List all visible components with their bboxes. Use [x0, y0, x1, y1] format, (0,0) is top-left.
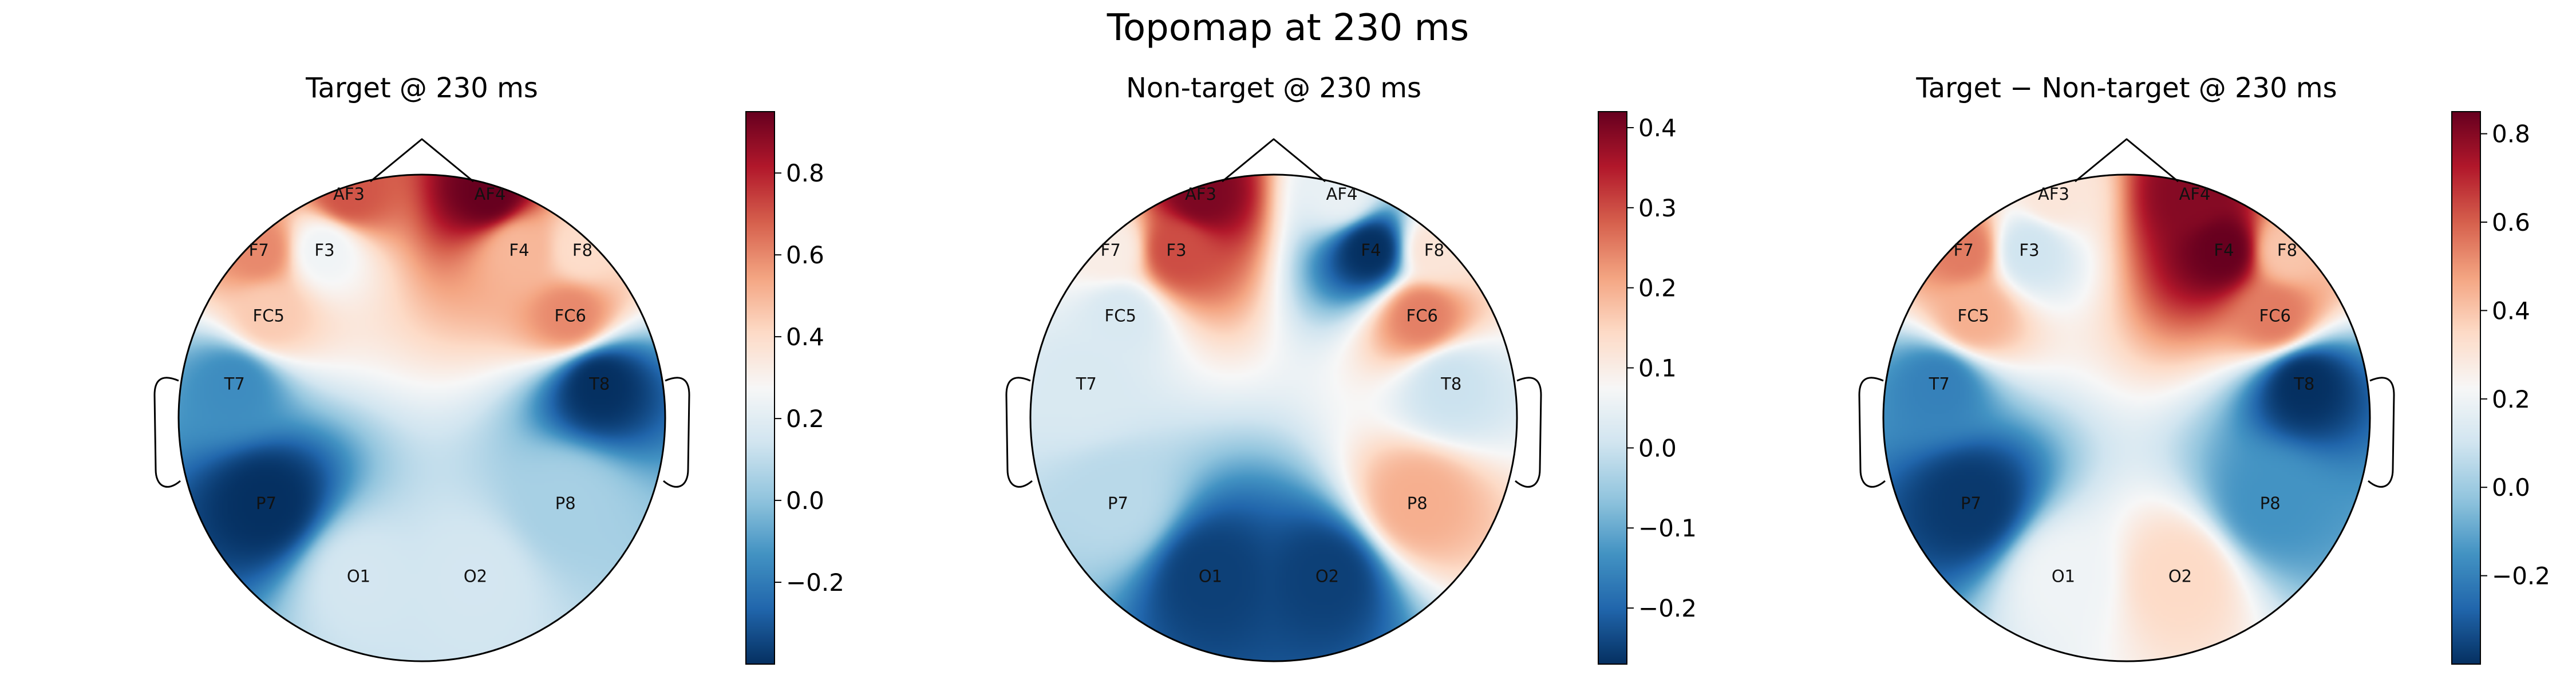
- colorbar-frame: [1598, 111, 1627, 665]
- electrode-label-fc5: FC5: [253, 306, 285, 326]
- head-outline: [1882, 173, 2371, 662]
- topomap-panel-1: Target @ 230 ms AF3 AF4 F7 F3 F4 F8 FC5 FC6 T7 T8 P…: [153, 72, 844, 665]
- colorbar-tick-label: 0.8: [2492, 120, 2530, 148]
- colorbar-tick-label: 0.0: [786, 487, 824, 515]
- electrode-label-f4: F4: [509, 240, 529, 260]
- colorbar-tick-label: −0.2: [1638, 594, 1697, 622]
- colorbar-tick-label: 0.0: [1638, 434, 1677, 462]
- electrode-label-af4: AF4: [1326, 184, 1358, 204]
- topomap-panels: Target @ 230 ms AF3 AF4 F7 F3 F4 F8 FC5 FC6 T7 T8 P…: [153, 72, 2550, 665]
- electrode-label-f7: F7: [1954, 240, 1974, 260]
- electrode-label-t8: T8: [588, 374, 610, 394]
- nose-outline: [370, 138, 474, 183]
- electrode-label-p8: P8: [555, 493, 576, 513]
- electrode-label-p8: P8: [1407, 493, 1428, 513]
- topomap-field: [1030, 175, 1517, 661]
- electrode-label-o2: O2: [1315, 566, 1339, 586]
- electrode-label-t7: T7: [1929, 374, 1950, 394]
- panel-title: Target @ 230 ms: [305, 72, 538, 104]
- electrode-label-t8: T8: [2293, 374, 2314, 394]
- electrode-label-o1: O1: [347, 566, 370, 586]
- nose-outline: [2075, 138, 2179, 183]
- colorbar-tick-label: −0.2: [786, 568, 844, 597]
- left-ear: [153, 377, 181, 488]
- colorbar-tick-label: 0.6: [786, 241, 824, 269]
- electrode-label-p7: P7: [1108, 493, 1128, 513]
- electrode-label-af4: AF4: [2179, 184, 2211, 204]
- electrode-label-p7: P7: [1961, 493, 1981, 513]
- colorbar-tick-label: 0.4: [1638, 114, 1677, 142]
- electrode-label-f8: F8: [572, 240, 592, 260]
- electrode-label-f4: F4: [2214, 240, 2234, 260]
- colorbar-frame: [2451, 111, 2481, 665]
- electrode-label-f3: F3: [1166, 240, 1186, 260]
- electrode-label-o1: O1: [2052, 566, 2075, 586]
- colorbar-tick-label: 0.2: [786, 405, 824, 433]
- colorbar-tick-label: 0.3: [1638, 194, 1677, 222]
- head-outline: [177, 173, 666, 662]
- electrode-label-f7: F7: [249, 240, 269, 260]
- electrode-label-o1: O1: [1199, 566, 1222, 586]
- topomap-field: [179, 175, 665, 661]
- colorbar-tick-label: 0.4: [2492, 297, 2530, 325]
- electrode-label-f8: F8: [2277, 240, 2297, 260]
- electrode-label-p8: P8: [2260, 493, 2281, 513]
- electrode-label-o2: O2: [2168, 566, 2192, 586]
- electrode-label-fc6: FC6: [1406, 306, 1438, 326]
- electrode-label-f4: F4: [1361, 240, 1381, 260]
- colorbar-tick-label: 0.2: [2492, 385, 2530, 413]
- electrode-label-af4: AF4: [475, 184, 506, 204]
- colorbar-tick-label: −0.2: [2492, 562, 2550, 590]
- colorbar-tick-label: 0.2: [1638, 274, 1677, 302]
- electrode-label-t7: T7: [1076, 374, 1097, 394]
- electrode-label-f3: F3: [314, 240, 334, 260]
- electrode-label-t7: T7: [224, 374, 245, 394]
- figure-suptitle: Topomap at 230 ms: [1107, 7, 1469, 49]
- electrode-label-t8: T8: [1440, 374, 1461, 394]
- electrode-label-p7: P7: [256, 493, 276, 513]
- right-ear: [1515, 377, 1542, 488]
- colorbar-tick-label: 0.4: [786, 323, 824, 351]
- left-ear: [1005, 377, 1033, 488]
- panel-title: Non-target @ 230 ms: [1126, 72, 1421, 104]
- electrode-label-f8: F8: [1424, 240, 1444, 260]
- electrode-label-fc6: FC6: [2259, 306, 2291, 326]
- topomap-field: [1883, 175, 2370, 661]
- nose-outline: [1222, 138, 1326, 183]
- topomap-panel-2: Non-target @ 230 ms AF3 AF4 F7 F3 F4 F8 FC5 FC6 T…: [1005, 72, 1697, 665]
- colorbar: [1598, 112, 1627, 664]
- electrode-label-af3: AF3: [2038, 184, 2069, 204]
- right-ear: [2368, 377, 2395, 488]
- colorbar: [746, 112, 775, 664]
- right-ear: [663, 377, 690, 488]
- colorbar-tick-label: 0.0: [2492, 473, 2530, 502]
- colorbar-tick-label: −0.1: [1638, 514, 1697, 542]
- electrode-label-fc6: FC6: [555, 306, 586, 326]
- colorbar: [2452, 112, 2480, 664]
- head-outline: [1029, 173, 1518, 662]
- colorbar-tick-label: 0.6: [2492, 208, 2530, 236]
- electrode-label-af3: AF3: [333, 184, 365, 204]
- electrode-label-af3: AF3: [1185, 184, 1216, 204]
- left-ear: [1858, 377, 1886, 488]
- colorbar-tick-label: 0.1: [1638, 354, 1677, 382]
- electrode-label-f7: F7: [1101, 240, 1121, 260]
- colorbar-tick-label: 0.8: [786, 159, 824, 187]
- panel-title: Target − Non-target @ 230 ms: [1915, 72, 2337, 104]
- colorbar-frame: [745, 111, 775, 665]
- electrode-label-f3: F3: [2019, 240, 2039, 260]
- electrode-label-fc5: FC5: [1105, 306, 1136, 326]
- topomap-panel-3: Target − Non-target @ 230 ms AF3 AF4 F7 F3 F4…: [1858, 72, 2550, 665]
- electrode-label-o2: O2: [464, 566, 487, 586]
- electrode-label-fc5: FC5: [1958, 306, 1989, 326]
